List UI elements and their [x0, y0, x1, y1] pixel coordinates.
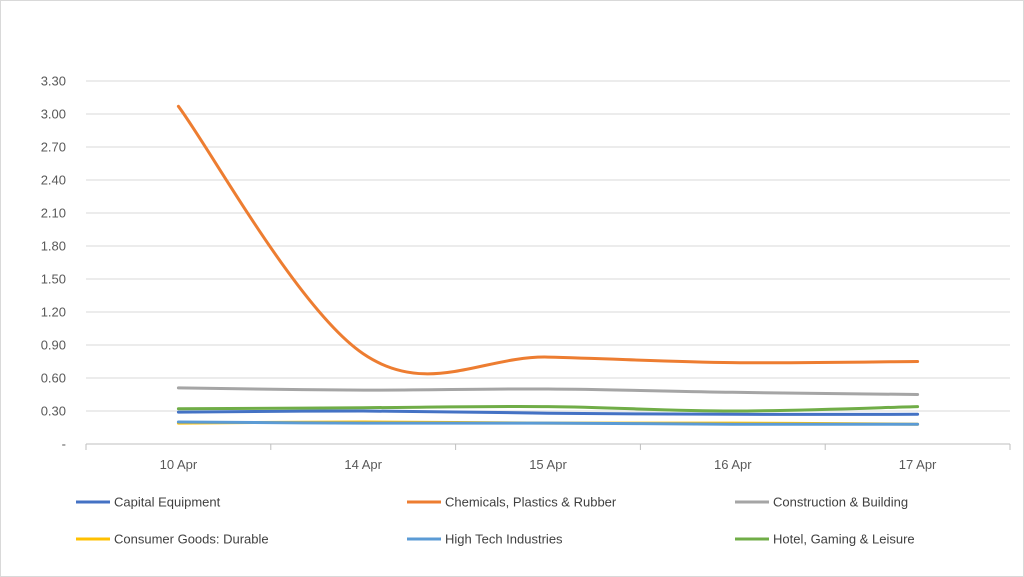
- legend-label: Construction & Building: [773, 495, 908, 510]
- legend-item-high-tech-industries: High Tech Industries: [407, 532, 563, 547]
- legend-label: Consumer Goods: Durable: [114, 532, 269, 547]
- y-tick-label: 1.80: [41, 239, 66, 254]
- series-line-construction-building: [176, 386, 920, 396]
- x-axis: 10 Apr 14 Apr 15 Apr 16 Apr 17 Apr: [85, 443, 1011, 472]
- y-tick-label: 0.90: [41, 338, 66, 353]
- legend: Capital Equipment Chemicals, Plastics & R…: [76, 495, 915, 547]
- legend-item-consumer-goods-durable: Consumer Goods: Durable: [76, 532, 269, 547]
- legend-label: High Tech Industries: [445, 532, 563, 547]
- y-tick-label: 3.30: [41, 74, 66, 89]
- y-axis-ticks: - 0.30 0.60 0.90 1.20 1.50 1.80 2.10 2.40 2.70 3.0…: [41, 74, 66, 452]
- y-tick-label: 2.40: [41, 173, 66, 188]
- y-tick-label: 3.00: [41, 107, 66, 122]
- y-tick-label: 0.30: [41, 404, 66, 419]
- x-tick-label: 16 Apr: [714, 457, 752, 472]
- series-line-capital-equipment: [176, 409, 920, 416]
- series-line-high-tech-industries: [176, 420, 920, 426]
- x-tick-label: 17 Apr: [899, 457, 937, 472]
- y-tick-label: -: [62, 437, 66, 452]
- series-line-hotel-gaming-leisure: [176, 404, 920, 413]
- legend-item-chemicals-plastics-rubber: Chemicals, Plastics & Rubber: [407, 495, 617, 510]
- x-tick-label: 14 Apr: [344, 457, 382, 472]
- legend-label: Hotel, Gaming & Leisure: [773, 532, 915, 547]
- x-tick-label: 10 Apr: [160, 457, 198, 472]
- legend-label: Capital Equipment: [114, 495, 221, 510]
- series-lines: [176, 104, 920, 426]
- x-tick-label: 15 Apr: [529, 457, 567, 472]
- legend-item-hotel-gaming-leisure: Hotel, Gaming & Leisure: [735, 532, 915, 547]
- y-tick-label: 1.20: [41, 305, 66, 320]
- legend-item-construction-building: Construction & Building: [735, 495, 908, 510]
- y-tick-label: 1.50: [41, 272, 66, 287]
- y-tick-label: 2.10: [41, 206, 66, 221]
- y-tick-label: 0.60: [41, 371, 66, 386]
- y-tick-label: 2.70: [41, 140, 66, 155]
- series-line-chemicals-plastics-rubber: [176, 104, 920, 376]
- legend-item-capital-equipment: Capital Equipment: [76, 495, 221, 510]
- legend-label: Chemicals, Plastics & Rubber: [445, 495, 617, 510]
